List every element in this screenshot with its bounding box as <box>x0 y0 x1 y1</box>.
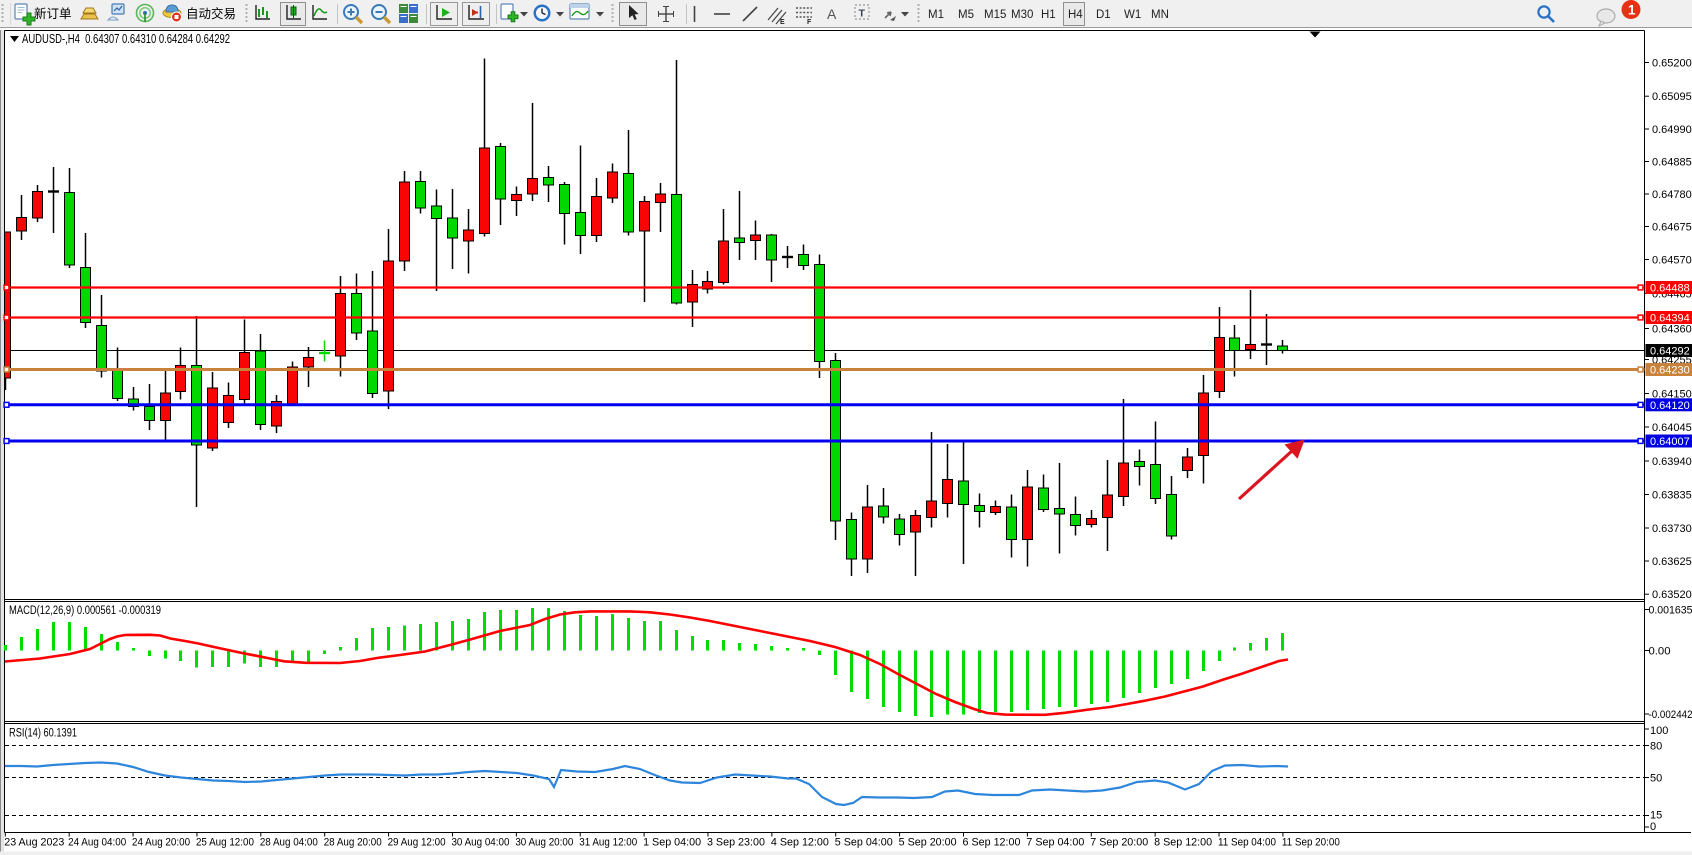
svg-text:30 Aug 04:00: 30 Aug 04:00 <box>451 837 509 849</box>
svg-text:0.64120: 0.64120 <box>1650 400 1690 412</box>
svg-text:0.63835: 0.63835 <box>1652 490 1692 502</box>
svg-text:0.63520: 0.63520 <box>1652 589 1692 601</box>
svg-text:E: E <box>780 19 785 26</box>
svg-text:1: 1 <box>1628 3 1636 18</box>
svg-text:M5: M5 <box>958 9 974 21</box>
svg-text:80: 80 <box>1650 741 1662 753</box>
svg-text:6 Sep 12:00: 6 Sep 12:00 <box>963 837 1021 849</box>
svg-text:11 Sep 04:00: 11 Sep 04:00 <box>1218 837 1276 849</box>
svg-text:4 Sep 12:00: 4 Sep 12:00 <box>771 837 829 849</box>
svg-text:50: 50 <box>1650 773 1662 785</box>
svg-text:0.64675: 0.64675 <box>1652 222 1692 234</box>
svg-text:11 Sep 20:00: 11 Sep 20:00 <box>1282 837 1340 849</box>
svg-text:31 Aug 12:00: 31 Aug 12:00 <box>579 837 637 849</box>
svg-text:0.64007: 0.64007 <box>1650 436 1690 448</box>
svg-text:0.64394: 0.64394 <box>1650 313 1690 325</box>
svg-text:0.001635: 0.001635 <box>1649 605 1692 617</box>
svg-text:新订单: 新订单 <box>34 6 72 21</box>
svg-text:H4: H4 <box>1068 9 1083 21</box>
svg-text:5 Sep 20:00: 5 Sep 20:00 <box>899 837 957 849</box>
svg-text:24 Aug 04:00: 24 Aug 04:00 <box>68 837 126 849</box>
svg-text:F: F <box>807 19 812 26</box>
svg-text:0.64045: 0.64045 <box>1652 422 1692 434</box>
svg-text:0.63730: 0.63730 <box>1652 523 1692 535</box>
svg-text:28 Aug 04:00: 28 Aug 04:00 <box>260 837 318 849</box>
svg-text:30 Aug 20:00: 30 Aug 20:00 <box>515 837 573 849</box>
svg-text:7 Sep 20:00: 7 Sep 20:00 <box>1090 837 1148 849</box>
svg-text:1 Sep 04:00: 1 Sep 04:00 <box>643 837 701 849</box>
svg-text:25 Aug 12:00: 25 Aug 12:00 <box>196 837 254 849</box>
svg-text:100: 100 <box>1650 725 1668 737</box>
svg-text:5 Sep 04:00: 5 Sep 04:00 <box>835 837 893 849</box>
svg-text:RSI(14) 60.1391: RSI(14) 60.1391 <box>9 728 77 740</box>
svg-text:0.64570: 0.64570 <box>1652 255 1692 267</box>
svg-text:7 Sep 04:00: 7 Sep 04:00 <box>1026 837 1084 849</box>
svg-text:0.64780: 0.64780 <box>1652 189 1692 201</box>
svg-text:0.65095: 0.65095 <box>1652 91 1692 103</box>
svg-text:H1: H1 <box>1041 9 1056 21</box>
svg-text:3 Sep 23:00: 3 Sep 23:00 <box>707 837 765 849</box>
svg-text:M1: M1 <box>928 9 944 21</box>
svg-text:28 Aug 20:00: 28 Aug 20:00 <box>324 837 382 849</box>
svg-text:0.64885: 0.64885 <box>1652 157 1692 169</box>
svg-text:23 Aug 2023: 23 Aug 2023 <box>4 837 64 849</box>
svg-text:T: T <box>859 8 866 20</box>
svg-text:0: 0 <box>1650 821 1656 833</box>
svg-text:24 Aug 20:00: 24 Aug 20:00 <box>132 837 190 849</box>
svg-text:0.65200: 0.65200 <box>1652 58 1692 70</box>
svg-text:MACD(12,26,9) 0.000561 -0.0003: MACD(12,26,9) 0.000561 -0.000319 <box>9 605 161 617</box>
svg-text:0.64360: 0.64360 <box>1652 324 1692 336</box>
svg-text:0.00: 0.00 <box>1649 646 1671 658</box>
svg-text:0.64230: 0.64230 <box>1650 365 1690 377</box>
svg-text:W1: W1 <box>1124 9 1141 21</box>
svg-text:A: A <box>827 6 837 22</box>
svg-text:D1: D1 <box>1096 9 1111 21</box>
svg-text:15: 15 <box>1650 810 1662 822</box>
svg-text:M15: M15 <box>984 9 1006 21</box>
svg-text:M30: M30 <box>1011 9 1033 21</box>
svg-text:MN: MN <box>1151 9 1169 21</box>
svg-text:0.64990: 0.64990 <box>1652 124 1692 136</box>
svg-text:0.63625: 0.63625 <box>1652 556 1692 568</box>
svg-text:0.64488: 0.64488 <box>1650 283 1690 295</box>
svg-text:AUDUSD-,H4 0.64307 0.64310 0.: AUDUSD-,H4 0.64307 0.64310 0.64284 0.642… <box>22 32 230 46</box>
svg-text:-0.002442: -0.002442 <box>1649 709 1692 721</box>
svg-text:8 Sep 12:00: 8 Sep 12:00 <box>1154 837 1212 849</box>
svg-text:0.64150: 0.64150 <box>1652 389 1692 401</box>
svg-text:0.63940: 0.63940 <box>1652 456 1692 468</box>
svg-text:自动交易: 自动交易 <box>186 6 236 21</box>
svg-text:0.64292: 0.64292 <box>1650 346 1690 358</box>
svg-text:29 Aug 12:00: 29 Aug 12:00 <box>388 837 446 849</box>
